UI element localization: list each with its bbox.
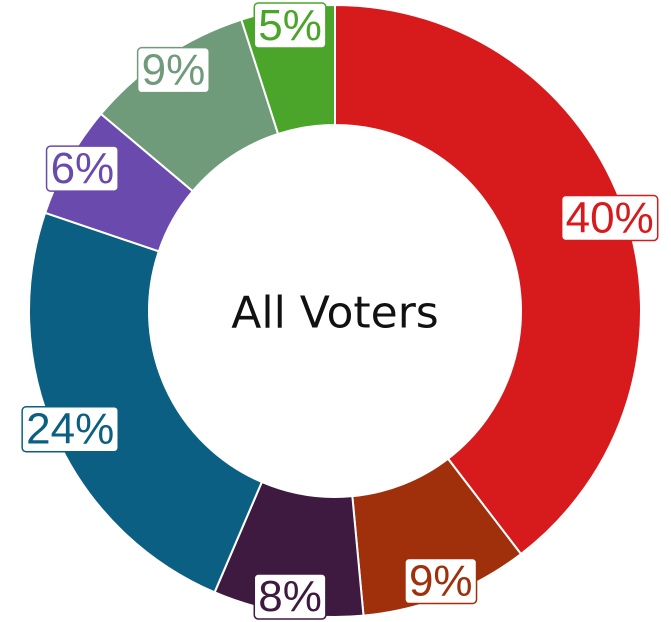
data-label: 6% bbox=[45, 144, 119, 193]
data-label: 5% bbox=[253, 1, 327, 50]
data-label: 9% bbox=[404, 557, 478, 606]
data-label: 9% bbox=[136, 46, 210, 95]
label-text: 9% bbox=[409, 557, 473, 606]
label-box bbox=[253, 2, 327, 49]
data-label: 8% bbox=[253, 572, 327, 621]
label-text: 24% bbox=[26, 405, 114, 454]
label-text: 9% bbox=[142, 46, 206, 95]
label-box bbox=[21, 405, 119, 453]
slice bbox=[28, 211, 264, 594]
label-box bbox=[253, 573, 327, 620]
label-box bbox=[136, 46, 210, 94]
label-text: 6% bbox=[51, 144, 115, 193]
data-label: 24% bbox=[21, 405, 119, 454]
data-label: 40% bbox=[560, 193, 659, 242]
label-box bbox=[45, 145, 119, 192]
label-text: 40% bbox=[566, 193, 654, 242]
labels: 40% 9% 8% 24% 6% 9% 5% bbox=[21, 1, 659, 621]
label-box bbox=[560, 194, 659, 242]
label-text: 5% bbox=[258, 1, 322, 50]
label-text: 8% bbox=[258, 572, 322, 621]
slice bbox=[334, 3, 642, 556]
label-box bbox=[404, 557, 478, 605]
center-label: All Voters bbox=[231, 288, 438, 339]
